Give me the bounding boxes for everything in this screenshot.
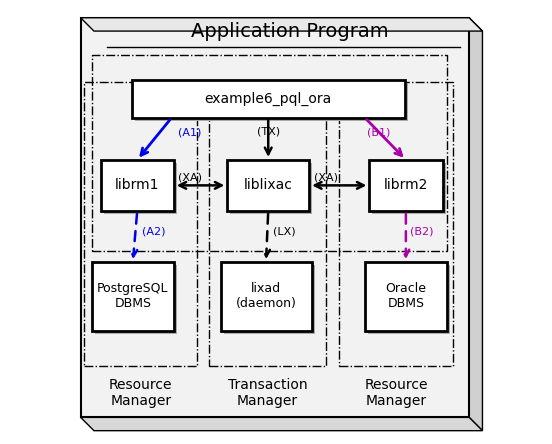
Bar xyxy=(104,163,177,214)
Text: example6_pql_ora: example6_pql_ora xyxy=(205,92,332,106)
Text: (A1): (A1) xyxy=(178,127,201,138)
Text: lixad
(daemon): lixad (daemon) xyxy=(236,282,296,310)
Bar xyxy=(92,262,174,331)
Bar xyxy=(365,262,447,331)
Text: liblixac: liblixac xyxy=(244,178,293,192)
Bar xyxy=(209,82,326,366)
Bar xyxy=(135,83,408,121)
Text: librm1: librm1 xyxy=(115,178,160,192)
Bar xyxy=(369,160,443,211)
Bar xyxy=(132,80,405,118)
Bar xyxy=(95,265,177,334)
Text: (A2): (A2) xyxy=(142,226,165,236)
Bar xyxy=(220,262,311,331)
Bar xyxy=(100,160,174,211)
Polygon shape xyxy=(81,417,482,431)
Text: Resource
Manager: Resource Manager xyxy=(109,378,173,408)
Text: (B1): (B1) xyxy=(367,127,390,138)
Text: Application Program: Application Program xyxy=(190,22,388,40)
Polygon shape xyxy=(81,18,482,31)
Bar xyxy=(224,265,315,334)
Bar xyxy=(227,160,309,211)
Text: Resource
Manager: Resource Manager xyxy=(364,378,428,408)
Text: PostgreSQL
DBMS: PostgreSQL DBMS xyxy=(97,282,168,310)
Text: (LX): (LX) xyxy=(273,226,295,236)
Polygon shape xyxy=(469,18,482,431)
Bar xyxy=(81,18,469,417)
Bar xyxy=(84,82,198,366)
Text: (B2): (B2) xyxy=(410,226,434,236)
Text: (TX): (TX) xyxy=(257,127,280,137)
Bar xyxy=(339,82,453,366)
Bar xyxy=(92,56,447,251)
Text: (XA): (XA) xyxy=(314,173,338,183)
Text: Transaction
Manager: Transaction Manager xyxy=(227,378,307,408)
Text: librm2: librm2 xyxy=(384,178,428,192)
Bar xyxy=(373,163,445,214)
Text: (XA): (XA) xyxy=(178,173,203,183)
Text: Oracle
DBMS: Oracle DBMS xyxy=(385,282,426,310)
Bar xyxy=(368,265,450,334)
Bar xyxy=(230,163,312,214)
